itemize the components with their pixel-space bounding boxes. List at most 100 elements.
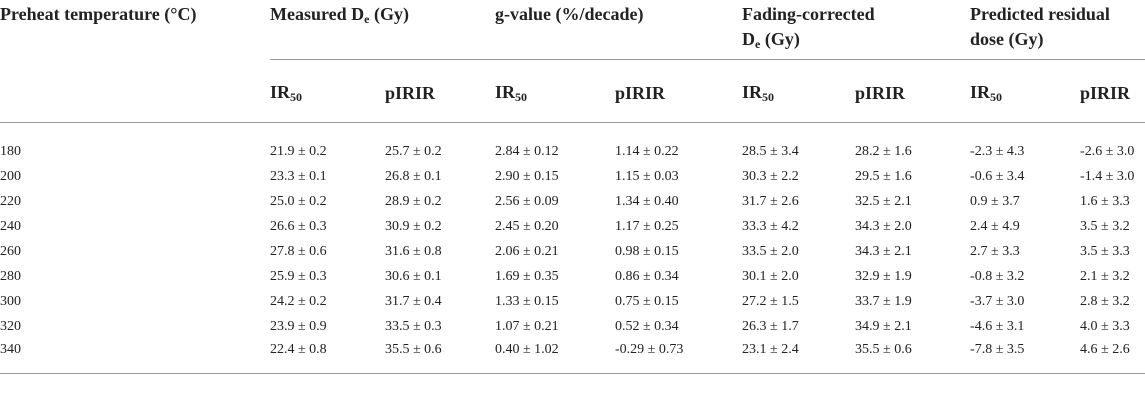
table-cell: 27.2 ± 1.5 [742,293,799,309]
table-cell: 4.0 ± 3.3 [1080,318,1130,334]
table-cell: 23.9 ± 0.9 [270,318,327,334]
header-measured-de: Measured De (Gy) [270,0,495,60]
table-cell: -2.6 ± 3.0 [1080,143,1135,159]
group-header-row: Preheat temperature (°C) Measured De (Gy… [0,0,1145,123]
cell-temperature: 220 [0,193,21,209]
table-cell: 35.5 ± 0.6 [385,339,495,374]
table-cell: -1.4 ± 3.0 [1080,168,1135,184]
measured-de-unit: (Gy) [369,4,409,24]
table-body: 180 21.9 ± 0.2 25.7 ± 0.2 2.84 ± 0.12 1.14 ±… [0,123,1145,374]
table-cell: -0.8 ± 3.2 [970,268,1025,284]
sub-header-row: IR50 pIRIR IR50 pIRIR IR50 pIRIR IR50 pI… [0,59,1145,123]
table-cell: 0.9 ± 3.7 [970,193,1020,209]
table-cell: 26.6 ± 0.3 [270,218,327,234]
table-cell: 33.5 ± 2.0 [742,243,799,259]
cell-temperature: 240 [0,218,21,234]
table-cell: 1.14 ± 0.22 [615,143,679,159]
table-cell: 26.3 ± 1.7 [742,318,799,334]
table-cell: 28.9 ± 0.2 [385,193,442,209]
table-cell: 2.7 ± 3.3 [970,243,1020,259]
table-cell: 2.1 ± 3.2 [1080,268,1130,284]
table-cell: 21.9 ± 0.2 [270,143,327,159]
table-cell: 0.52 ± 0.34 [615,318,679,334]
table-row: 260 27.8 ± 0.6 31.6 ± 0.8 2.06 ± 0.21 0.98 ±… [0,239,1145,264]
table-cell: 31.7 ± 0.4 [385,293,442,309]
table-cell: 0.98 ± 0.15 [615,243,679,259]
table-row: 280 25.9 ± 0.3 30.6 ± 0.1 1.69 ± 0.35 0.86 ±… [0,264,1145,289]
cell-temperature: 300 [0,293,21,309]
table-cell: 2.4 ± 4.9 [970,218,1020,234]
table-cell: -0.6 ± 3.4 [970,168,1025,184]
table-cell: 25.9 ± 0.3 [270,268,327,284]
table-cell: 0.86 ± 0.34 [615,268,679,284]
sub-header-ir50: IR50 [970,59,1081,123]
table-row: 240 26.6 ± 0.3 30.9 ± 0.2 2.45 ± 0.20 1.17 ±… [0,214,1145,239]
cell-temperature: 280 [0,268,21,284]
data-table: Preheat temperature (°C) Measured De (Gy… [0,0,1145,374]
table-cell: 2.84 ± 0.12 [495,143,559,159]
table-cell: -2.3 ± 4.3 [970,143,1025,159]
sub-header-ir50: IR50 [742,59,856,123]
table-cell: 0.40 ± 1.02 [495,339,615,374]
table-cell: 2.90 ± 0.15 [495,168,559,184]
table-cell: 33.7 ± 1.9 [855,293,912,309]
table-row: 320 23.9 ± 0.9 33.5 ± 0.3 1.07 ± 0.21 0.52 ±… [0,314,1145,339]
cell-temperature: 180 [0,143,21,159]
table-cell: 34.9 ± 2.1 [855,318,912,334]
table-row: 220 25.0 ± 0.2 28.9 ± 0.2 2.56 ± 0.09 1.34 ±… [0,189,1145,214]
cell-temperature: 260 [0,243,21,259]
table-cell: 30.9 ± 0.2 [385,218,442,234]
table-cell: 1.15 ± 0.03 [615,168,679,184]
table-cell: -7.8 ± 3.5 [970,339,1081,374]
table-cell: -4.6 ± 3.1 [970,318,1025,334]
table-cell: 32.5 ± 2.1 [855,193,912,209]
table-cell: 0.75 ± 0.15 [615,293,679,309]
table-row: 200 23.3 ± 0.1 26.8 ± 0.1 2.90 ± 0.15 1.15 ±… [0,164,1145,189]
table-cell: 34.3 ± 2.1 [855,243,912,259]
table-cell: 25.0 ± 0.2 [270,193,327,209]
sub-header-pirir: pIRIR [385,59,495,123]
table-cell: 23.1 ± 2.4 [742,339,856,374]
measured-de-subscript: e [364,12,370,26]
cell-temperature: 340 [0,339,270,374]
table-cell: 28.2 ± 1.6 [855,143,912,159]
table-cell: 25.7 ± 0.2 [385,143,442,159]
fading-de-main: D [742,29,756,49]
table-cell: 3.5 ± 3.2 [1080,218,1130,234]
sub-header-pirir: pIRIR [1080,59,1145,123]
table-cell: 30.1 ± 2.0 [742,268,799,284]
table-cell: 1.69 ± 0.35 [495,268,559,284]
table-cell: 27.8 ± 0.6 [270,243,327,259]
table-cell: 26.8 ± 0.1 [385,168,442,184]
table-cell: 22.4 ± 0.8 [270,339,385,374]
table-cell: 3.5 ± 3.3 [1080,243,1130,259]
table-cell: 35.5 ± 0.6 [855,339,971,374]
table-cell: 2.06 ± 0.21 [495,243,559,259]
table-cell: 28.5 ± 3.4 [742,143,799,159]
table-row: 300 24.2 ± 0.2 31.7 ± 0.4 1.33 ± 0.15 0.75 ±… [0,289,1145,314]
table-cell: 1.33 ± 0.15 [495,293,559,309]
header-preheat-temperature: Preheat temperature (°C) [0,0,270,123]
cell-temperature: 200 [0,168,21,184]
header-fading-corrected: Fading-corrected De (Gy) [742,0,971,60]
table-cell: 2.56 ± 0.09 [495,193,559,209]
table-cell: 33.3 ± 4.2 [742,218,799,234]
table-cell: -3.7 ± 3.0 [970,293,1025,309]
table-cell: 4.6 ± 2.6 [1080,339,1145,374]
table-cell: 24.2 ± 0.2 [270,293,327,309]
measured-de-main: Measured D [270,4,365,24]
table-cell: 29.5 ± 1.6 [855,168,912,184]
table-cell: 31.7 ± 2.6 [742,193,799,209]
sub-header-ir50: IR50 [270,59,385,123]
table-row: 340 22.4 ± 0.8 35.5 ± 0.6 0.40 ± 1.02 -0.29 … [0,339,1145,374]
table-cell: 2.8 ± 3.2 [1080,293,1130,309]
header-predicted-residual: Predicted residual dose (Gy) [970,0,1145,60]
fading-de-subscript: e [755,37,761,51]
table-cell: 30.6 ± 0.1 [385,268,442,284]
table-cell: 32.9 ± 1.9 [855,268,912,284]
table-cell: 1.34 ± 0.40 [615,193,679,209]
table-cell: 1.17 ± 0.25 [615,218,679,234]
table-cell: 1.07 ± 0.21 [495,318,559,334]
table-cell: 31.6 ± 0.8 [385,243,442,259]
table-cell: 30.3 ± 2.2 [742,168,799,184]
